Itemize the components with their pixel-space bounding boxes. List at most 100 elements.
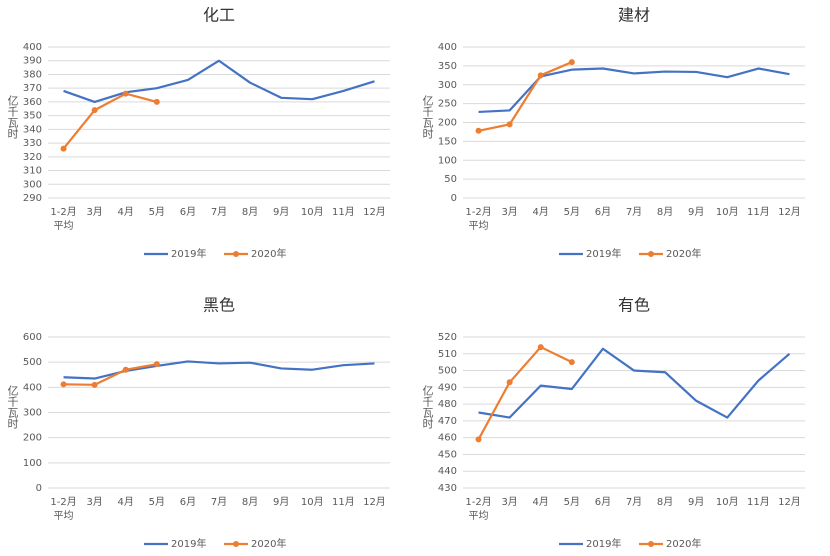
legend-label: 2019年 [586, 247, 621, 260]
y-tick-label: 400 [438, 42, 457, 53]
y-tick-label: 250 [438, 99, 457, 110]
series-marker [537, 344, 544, 351]
x-tick-label: 8月 [657, 496, 673, 508]
x-tick-label: 9月 [273, 206, 289, 218]
x-tick-label: 7月 [626, 206, 642, 218]
series-marker [60, 381, 67, 388]
x-tick-label: 1-2月平均 [50, 496, 76, 522]
y-tick-label: 320 [23, 152, 42, 163]
y-axis-label: 亿千瓦时 [6, 95, 19, 139]
legend-label: 2020年 [251, 537, 286, 550]
legend-marker [648, 541, 654, 547]
series-line [478, 347, 791, 419]
legend-label: 2020年 [666, 537, 701, 550]
series-marker [506, 379, 513, 386]
series-marker [568, 359, 575, 366]
y-tick-label: 520 [438, 332, 457, 343]
x-tick-label: 8月 [657, 206, 673, 218]
y-tick-label: 150 [438, 136, 457, 147]
x-tick-label: 4月 [118, 206, 134, 218]
x-tick-label: 1-2月平均 [50, 206, 76, 232]
y-tick-label: 350 [23, 111, 42, 122]
chart-title: 有色 [618, 296, 650, 315]
x-tick-label: 3月 [86, 206, 102, 218]
y-tick-label: 290 [23, 193, 42, 204]
y-tick-label: 340 [23, 124, 42, 135]
legend-marker [648, 251, 654, 257]
y-tick-label: 450 [438, 449, 457, 460]
series-marker [568, 59, 575, 66]
series-marker [475, 436, 482, 443]
y-tick-label: 480 [438, 399, 457, 410]
y-tick-label: 200 [23, 433, 42, 444]
x-tick-label: 3月 [501, 206, 517, 218]
series-marker [91, 107, 98, 114]
x-tick-label: 3月 [501, 496, 517, 508]
y-tick-label: 510 [438, 349, 457, 360]
y-tick-label: 500 [438, 366, 457, 377]
y-tick-label: 330 [23, 138, 42, 149]
x-tick-label: 5月 [149, 496, 165, 508]
x-tick-label: 8月 [242, 496, 258, 508]
legend-label: 2019年 [171, 537, 206, 550]
chart-title: 建材 [618, 6, 650, 25]
series-line [478, 67, 790, 114]
x-tick-label: 9月 [273, 496, 289, 508]
y-tick-label: 470 [438, 416, 457, 427]
series-marker [91, 381, 98, 388]
x-tick-label: 12月 [363, 496, 386, 508]
y-tick-label: 390 [23, 56, 42, 67]
series-marker [122, 366, 129, 373]
x-tick-label: 4月 [533, 206, 549, 218]
x-tick-label: 4月 [118, 496, 134, 508]
x-tick-label: 9月 [688, 496, 704, 508]
series-line [477, 345, 573, 440]
y-tick-label: 460 [438, 433, 457, 444]
series-marker [475, 127, 482, 134]
legend-label: 2019年 [586, 537, 621, 550]
y-axis-label: 亿千瓦时 [421, 385, 434, 429]
x-tick-label: 12月 [778, 206, 801, 218]
series-marker [506, 121, 513, 128]
series-marker [122, 90, 129, 97]
y-tick-label: 350 [438, 61, 457, 72]
series-line [62, 92, 158, 150]
x-tick-label: 11月 [332, 206, 355, 218]
x-tick-label: 7月 [626, 496, 642, 508]
y-tick-label: 0 [36, 483, 42, 494]
legend-label: 2020年 [251, 247, 286, 260]
chart-title: 化工 [203, 6, 235, 25]
x-tick-label: 5月 [564, 206, 580, 218]
series-marker [153, 361, 160, 368]
legend-label: 2020年 [666, 247, 701, 260]
x-tick-label: 1-2月平均 [465, 496, 491, 522]
y-tick-label: 600 [23, 332, 42, 343]
y-tick-label: 300 [23, 179, 42, 190]
x-tick-label: 7月 [211, 496, 227, 508]
series-marker [60, 145, 67, 152]
y-tick-label: 360 [23, 97, 42, 108]
x-tick-label: 6月 [595, 206, 611, 218]
y-tick-label: 500 [23, 357, 42, 368]
y-tick-label: 50 [444, 174, 457, 185]
series-line [63, 59, 375, 104]
y-axis-label: 亿千瓦时 [6, 385, 19, 429]
series-line [478, 61, 573, 132]
x-tick-label: 4月 [533, 496, 549, 508]
x-tick-label: 10月 [301, 496, 324, 508]
chart-title: 黑色 [203, 296, 235, 315]
series-line [63, 363, 158, 386]
y-tick-label: 380 [23, 69, 42, 80]
y-tick-label: 300 [23, 408, 42, 419]
x-tick-label: 5月 [149, 206, 165, 218]
legend-marker [233, 541, 239, 547]
y-tick-label: 430 [438, 483, 457, 494]
x-tick-label: 10月 [716, 206, 739, 218]
series-marker [153, 98, 160, 105]
series-marker [537, 72, 544, 79]
series-line [63, 360, 375, 380]
x-tick-label: 11月 [747, 206, 770, 218]
